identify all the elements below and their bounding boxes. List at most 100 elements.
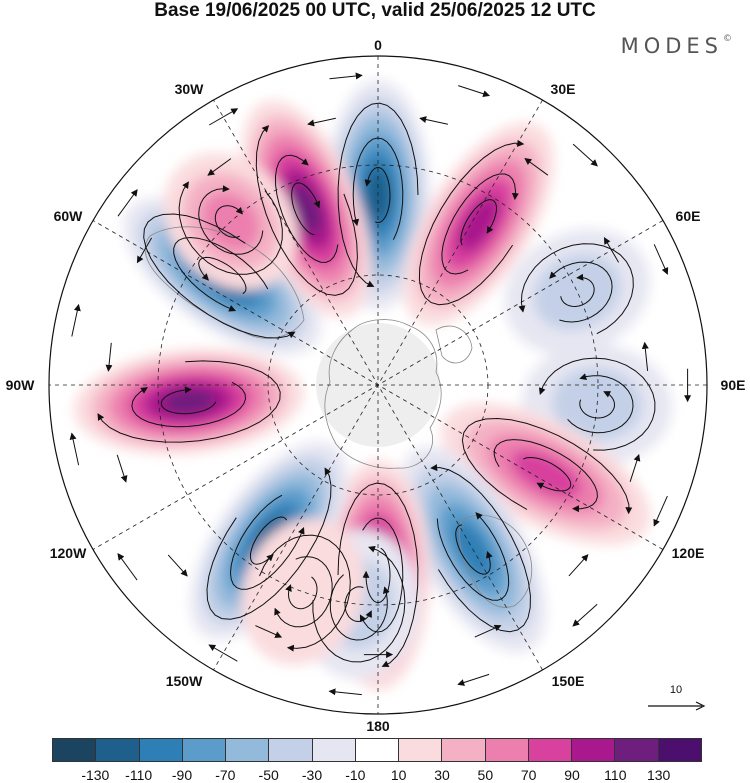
streamline bbox=[430, 464, 531, 633]
lon-label-90w: 90W bbox=[5, 377, 35, 393]
vector-reference-label: 10 bbox=[669, 684, 683, 696]
coastline bbox=[144, 226, 305, 339]
streamline bbox=[249, 516, 288, 565]
colorbar-tick-label: -70 bbox=[215, 767, 236, 783]
streamline bbox=[549, 261, 613, 323]
vector-reference: 10 bbox=[646, 684, 706, 714]
colorbar-tick-label: 110 bbox=[604, 767, 627, 783]
streamline bbox=[143, 213, 296, 339]
brand-logo: MODES© bbox=[621, 34, 732, 58]
flow-arrow bbox=[255, 625, 283, 638]
flow-arrow bbox=[629, 453, 641, 482]
brand-name: MODES bbox=[620, 34, 723, 58]
flow-arrow bbox=[419, 116, 449, 125]
streamline bbox=[255, 125, 358, 296]
flow-arrow bbox=[474, 624, 502, 638]
colorbar-tick-label: 50 bbox=[477, 767, 494, 783]
colorbar-swatch bbox=[96, 739, 140, 761]
coastline bbox=[459, 515, 533, 608]
streamline bbox=[274, 556, 333, 628]
flow-arrow bbox=[116, 454, 128, 483]
flow-arrow bbox=[328, 688, 362, 696]
graticule bbox=[49, 56, 707, 714]
streamline bbox=[460, 199, 498, 246]
flow-arrow bbox=[208, 644, 238, 662]
flow-arrow bbox=[329, 72, 363, 80]
anomaly-contour bbox=[458, 196, 500, 252]
flow-arrow bbox=[458, 85, 491, 98]
streamline bbox=[206, 467, 332, 620]
flow-arrow bbox=[653, 244, 669, 275]
streamline bbox=[312, 545, 406, 663]
colorbar-ticks: -130 -110 -90 -70 -50 -30 -10 10 30 50 70 90 110 130 bbox=[52, 767, 702, 783]
streamline bbox=[259, 534, 351, 652]
colorbar-tick-label: -10 bbox=[345, 767, 366, 783]
flow-arrow bbox=[167, 554, 188, 577]
streamline bbox=[285, 576, 318, 610]
streamline bbox=[567, 373, 634, 434]
flow-arrow bbox=[568, 554, 589, 577]
brand-mark: © bbox=[723, 34, 732, 44]
colorbar-tick-label: -110 bbox=[125, 767, 153, 783]
colorbar-tick-label: 70 bbox=[520, 767, 537, 783]
streamline bbox=[337, 482, 419, 667]
flow-arrow bbox=[117, 189, 138, 217]
flow-arrow bbox=[136, 237, 153, 264]
flow-arrow bbox=[572, 143, 598, 167]
colorbar-swatch bbox=[528, 739, 573, 761]
lon-label-90e: 90E bbox=[720, 377, 746, 393]
colorbar-swatch bbox=[269, 739, 313, 761]
colorbar-swatch bbox=[312, 739, 356, 761]
colorbar-swatch bbox=[139, 739, 183, 761]
lon-label-0: 0 bbox=[374, 37, 382, 53]
streamline bbox=[362, 547, 391, 604]
flow-arrow bbox=[307, 117, 336, 127]
flow-arrow bbox=[71, 303, 81, 337]
vector-reference-arrow bbox=[648, 701, 706, 711]
streamline bbox=[461, 417, 633, 515]
flow-arrow bbox=[207, 158, 232, 176]
flow-arrow bbox=[208, 108, 239, 126]
coastline bbox=[435, 325, 473, 364]
streamline bbox=[178, 181, 283, 275]
colorbar-swatch bbox=[615, 739, 659, 761]
flow-arrow bbox=[603, 237, 620, 263]
streamline bbox=[198, 185, 264, 255]
lon-label-30w: 30W bbox=[174, 81, 204, 97]
streamline bbox=[198, 256, 247, 295]
coastline bbox=[324, 319, 442, 469]
streamline bbox=[418, 139, 525, 306]
flow-arrow bbox=[69, 432, 80, 466]
streamline bbox=[455, 524, 493, 575]
streamline bbox=[131, 381, 247, 428]
flow-arrow bbox=[653, 495, 668, 527]
latitude-circle bbox=[157, 164, 599, 606]
continent-outlines bbox=[144, 226, 533, 608]
flow-arrow bbox=[641, 341, 649, 371]
meridian-line bbox=[213, 99, 543, 671]
colorbar-tick-label: -50 bbox=[258, 767, 279, 783]
anomaly-contour bbox=[291, 183, 322, 234]
lon-label-150w: 150W bbox=[165, 673, 203, 689]
streamline bbox=[344, 586, 372, 623]
streamline bbox=[214, 205, 243, 238]
streamline bbox=[291, 182, 321, 236]
streamline bbox=[359, 517, 404, 633]
flow-arrow bbox=[117, 552, 138, 581]
colorbar-swatch bbox=[53, 739, 97, 761]
streamline bbox=[560, 273, 595, 308]
colorbar-tick-label: 30 bbox=[434, 767, 450, 783]
streamlines bbox=[69, 72, 692, 696]
streamline bbox=[229, 494, 305, 590]
streamline bbox=[518, 243, 634, 335]
lon-label-180: 180 bbox=[366, 718, 390, 734]
streamline bbox=[352, 137, 404, 240]
flow-arrow bbox=[572, 603, 598, 627]
lon-label-30e: 30E bbox=[550, 81, 576, 97]
colorbar-swatch bbox=[355, 739, 400, 761]
colorbar-tick-label: 10 bbox=[390, 767, 407, 783]
flow-arrow bbox=[457, 673, 490, 686]
flow-arrow bbox=[524, 158, 549, 176]
anomaly-contour bbox=[162, 389, 216, 414]
